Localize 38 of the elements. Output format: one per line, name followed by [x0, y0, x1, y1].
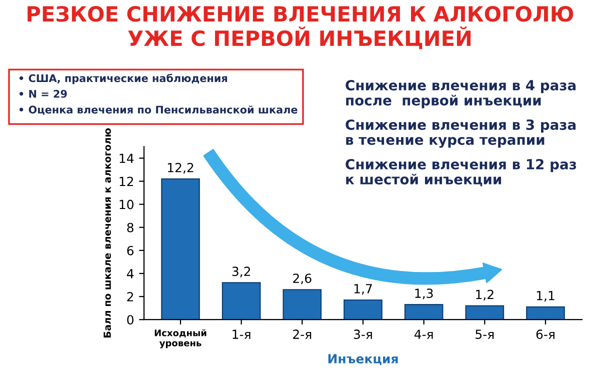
- y-tick-label: 14: [120, 154, 134, 163]
- y-tick-label: 0: [127, 315, 134, 325]
- y-tick-label: 4: [126, 269, 134, 278]
- x-tick-label: 1-я: [232, 330, 250, 339]
- bar: [282, 289, 322, 320]
- bar: [404, 304, 444, 320]
- x-axis-title: Инъекция: [328, 354, 398, 366]
- x-tick-label: 5-я: [476, 330, 494, 339]
- x-tick-label: 3-я: [354, 330, 372, 339]
- y-axis-title: Балл по шкале влечения к алкоголю: [104, 128, 111, 338]
- y-tick-label: 6: [127, 246, 134, 256]
- data-label: 12,2: [168, 162, 194, 174]
- bar: [344, 299, 382, 320]
- annotation: Снижение влечения в 3 раза в течение курса терапии: [346, 119, 576, 148]
- text: • США, практические наблюдения: [20, 74, 228, 84]
- x-tick-label: 6-я: [536, 330, 554, 339]
- x-tick-label: Исходный уровень: [154, 329, 206, 348]
- y-tick-label: 2: [127, 292, 134, 302]
- text: • N = 29: [20, 90, 67, 98]
- y-tick-label: 10: [120, 200, 134, 210]
- data-label: 2,6: [293, 274, 312, 284]
- data-label: 1,7: [354, 284, 372, 295]
- text: Снижение влечения в 4 раза после первой инъекции: [346, 80, 576, 108]
- bar: [222, 282, 261, 320]
- bar: [161, 178, 200, 320]
- data-label: 1,2: [476, 290, 494, 300]
- data-label: 3,2: [232, 266, 250, 278]
- x-tick-label: 2-я: [293, 330, 312, 339]
- data-label: 1,3: [415, 288, 433, 300]
- text: • Оценка влечения по Пенсильванской шкале: [20, 105, 298, 115]
- annotation: Снижение влечения в 12 раз к шестой инъекции: [346, 158, 576, 186]
- bar: [465, 305, 504, 320]
- y-tick-label: 8: [127, 222, 134, 232]
- data-label: 1,1: [536, 291, 554, 302]
- bar: [526, 306, 565, 320]
- x-tick-label: 4-я: [414, 330, 433, 339]
- chart-title: РЕЗКОЕ СНИЖЕНИЕ ВЛЕЧЕНИЯ К АЛКОГОЛЮ УЖЕ С ПЕРВОЙ ИНЪЕКЦИЕЙ: [28, 6, 574, 50]
- y-tick-label: 12: [120, 176, 134, 186]
